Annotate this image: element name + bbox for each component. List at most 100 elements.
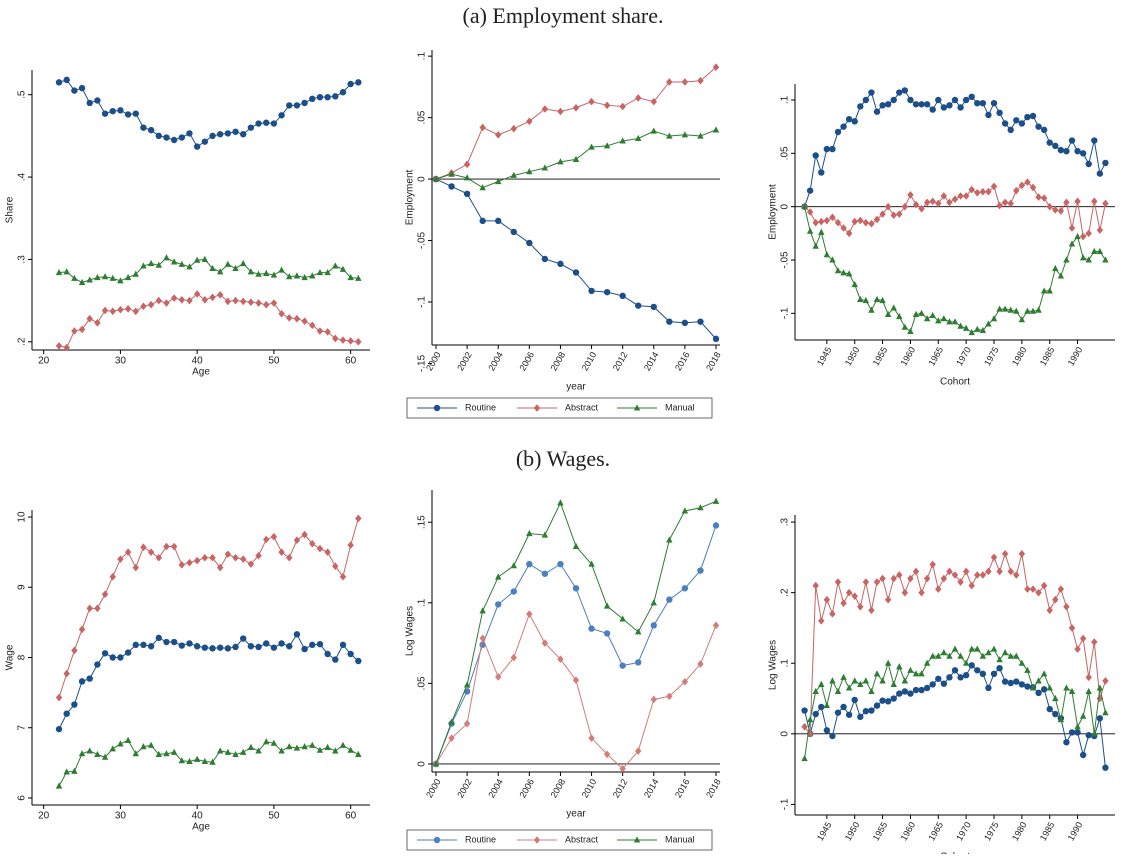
- marker: [209, 293, 216, 302]
- marker: [240, 635, 247, 642]
- marker: [1052, 595, 1059, 604]
- marker: [193, 643, 201, 650]
- marker: [1085, 673, 1092, 682]
- marker: [979, 187, 987, 196]
- x-tick-label: 2018: [704, 777, 723, 799]
- marker: [929, 311, 936, 319]
- x-tick-label: 1985: [1038, 345, 1057, 367]
- marker: [851, 677, 858, 684]
- marker: [829, 256, 836, 263]
- marker: [201, 138, 209, 145]
- x-axis-label: year: [566, 809, 586, 820]
- marker: [985, 684, 992, 692]
- marker: [1013, 117, 1020, 124]
- marker: [495, 673, 502, 681]
- marker: [862, 708, 870, 715]
- marker: [990, 182, 998, 191]
- marker: [712, 522, 720, 529]
- marker: [996, 109, 1003, 117]
- marker: [94, 97, 101, 104]
- marker: [526, 168, 533, 175]
- marker: [541, 531, 549, 538]
- marker: [124, 273, 132, 281]
- x-tick-label: 60: [345, 811, 357, 822]
- marker: [1046, 606, 1053, 615]
- marker: [862, 218, 870, 227]
- marker: [247, 643, 255, 650]
- marker: [117, 305, 124, 314]
- marker: [650, 622, 657, 629]
- marker: [650, 303, 657, 311]
- marker: [901, 688, 909, 695]
- marker: [818, 680, 825, 687]
- marker: [132, 641, 139, 649]
- marker: [1096, 247, 1104, 255]
- marker: [201, 757, 209, 765]
- marker: [232, 264, 239, 272]
- series-line: [58, 633, 359, 730]
- marker: [332, 562, 339, 570]
- y-tick-label: 6: [17, 795, 28, 801]
- marker: [1102, 256, 1109, 263]
- marker: [918, 686, 925, 694]
- marker: [526, 560, 533, 568]
- marker: [301, 530, 308, 539]
- marker: [216, 268, 224, 275]
- marker: [946, 674, 953, 681]
- marker: [63, 76, 70, 84]
- marker: [510, 562, 517, 569]
- marker: [55, 79, 63, 86]
- marker: [946, 318, 953, 325]
- marker: [332, 747, 339, 754]
- marker: [979, 326, 987, 333]
- marker: [935, 585, 942, 593]
- marker: [650, 127, 657, 134]
- marker: [255, 270, 262, 277]
- marker: [117, 740, 124, 747]
- marker: [1102, 764, 1109, 771]
- marker: [1040, 287, 1048, 294]
- marker: [78, 278, 86, 286]
- marker: [890, 96, 897, 104]
- marker: [1074, 148, 1081, 155]
- y-axis-label: Share: [5, 196, 16, 223]
- marker: [974, 571, 981, 579]
- marker: [633, 836, 641, 843]
- marker: [124, 736, 132, 743]
- marker: [1085, 687, 1092, 695]
- marker: [55, 725, 63, 733]
- marker: [347, 746, 354, 753]
- marker: [479, 634, 486, 643]
- marker: [1091, 247, 1098, 255]
- x-tick-label: 2006: [517, 777, 536, 799]
- marker: [806, 227, 814, 234]
- marker: [812, 242, 819, 249]
- marker: [666, 536, 673, 543]
- marker: [806, 730, 814, 738]
- marker: [155, 261, 162, 268]
- marker: [1007, 126, 1014, 134]
- marker: [347, 80, 354, 88]
- marker: [301, 99, 308, 107]
- marker: [951, 318, 959, 325]
- marker: [278, 112, 285, 119]
- marker: [541, 570, 549, 577]
- marker: [1035, 677, 1042, 684]
- marker: [1018, 550, 1026, 558]
- marker: [840, 599, 847, 608]
- legend-box: [406, 829, 713, 851]
- marker: [101, 650, 109, 657]
- legend-label: Routine: [465, 402, 496, 412]
- marker: [1063, 739, 1070, 746]
- marker: [63, 768, 70, 775]
- marker: [1102, 159, 1109, 167]
- marker: [912, 200, 920, 209]
- y-tick-label: 10: [17, 511, 28, 523]
- marker: [968, 328, 975, 336]
- marker: [1079, 634, 1087, 643]
- marker: [951, 96, 959, 104]
- marker: [1040, 194, 1048, 202]
- marker: [224, 297, 232, 306]
- marker: [1046, 139, 1053, 146]
- marker: [1068, 687, 1076, 695]
